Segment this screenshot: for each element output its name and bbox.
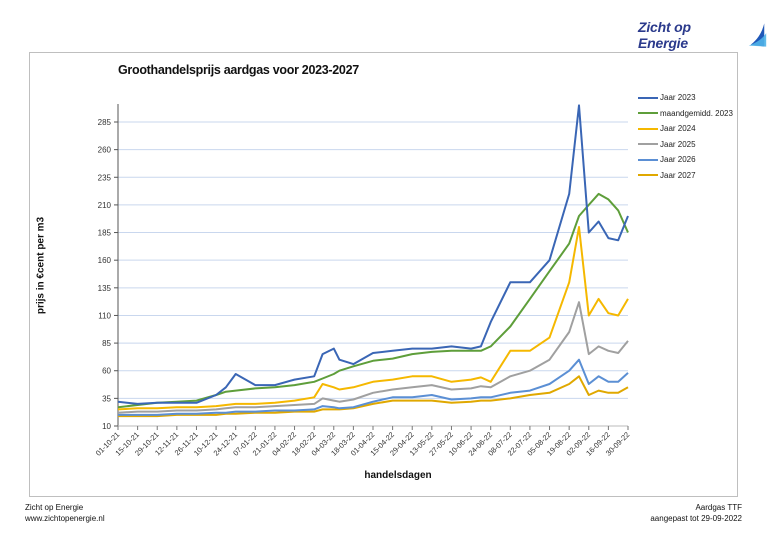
- chart-frame: [29, 52, 738, 497]
- logo-text: Zicht op Energie: [638, 19, 691, 51]
- y-tick-label: 60: [102, 367, 111, 376]
- y-tick-label: 210: [98, 201, 112, 210]
- legend-swatch: [638, 112, 658, 115]
- footer-product: Aardgas TTF: [695, 503, 742, 512]
- legend-swatch: [638, 158, 658, 161]
- legend-label: Jaar 2025: [660, 139, 696, 149]
- legend-label: Jaar 2027: [660, 170, 696, 180]
- y-tick-label: 235: [98, 173, 112, 182]
- legend-label: Jaar 2026: [660, 155, 696, 165]
- y-tick-label: 10: [102, 422, 111, 431]
- y-tick-label: 85: [102, 339, 111, 348]
- legend-label: Jaar 2024: [660, 124, 696, 134]
- legend-swatch: [638, 96, 658, 99]
- legend-item: Jaar 2024: [638, 121, 733, 137]
- legend-label: maandgemidd. 2023: [660, 108, 733, 118]
- legend-item: Jaar 2027: [638, 168, 733, 184]
- y-tick-label: 160: [98, 256, 112, 265]
- legend-item: Jaar 2025: [638, 137, 733, 153]
- series-line-jaar-2026: [118, 358, 629, 416]
- footer-website[interactable]: www.zichtopenergie.nl: [25, 514, 105, 523]
- footer-right: Aardgas TTF aangepast tot 29-09-2022: [650, 502, 742, 524]
- legend-label: Jaar 2023: [660, 93, 696, 103]
- series-line-jaar-2027: [118, 375, 629, 418]
- footer-left: Zicht op Energie www.zichtopenergie.nl: [25, 502, 105, 524]
- legend-swatch: [638, 143, 658, 146]
- y-tick-label: 110: [98, 311, 111, 320]
- y-tick-label: 135: [98, 284, 112, 293]
- footer-updated: aangepast tot 29-09-2022: [650, 514, 742, 523]
- y-tick-label: 185: [98, 229, 112, 238]
- legend-swatch: [638, 127, 658, 130]
- legend-swatch: [638, 174, 658, 177]
- chart-title: Groothandelsprijs aardgas voor 2023-2027: [118, 63, 359, 77]
- series-line-jaar-2024: [117, 226, 629, 411]
- brand-logo: Zicht op Energie: [638, 19, 768, 51]
- legend-item: Jaar 2023: [638, 90, 733, 106]
- y-tick-label: 260: [98, 146, 112, 155]
- x-axis-label: handelsdagen: [364, 470, 432, 481]
- footer-company: Zicht op Energie: [25, 503, 84, 512]
- series-line-jaar-2025: [117, 301, 629, 414]
- sail-icon: [748, 23, 767, 47]
- series-line-maandgemidd-2023: [117, 192, 629, 409]
- legend-item: maandgemidd. 2023: [638, 106, 733, 122]
- y-tick-label: 285: [98, 118, 112, 127]
- legend-item: Jaar 2026: [638, 152, 733, 168]
- series-line-jaar-2023: [117, 104, 629, 405]
- y-tick-label: 35: [102, 394, 111, 403]
- legend: Jaar 2023 maandgemidd. 2023 Jaar 2024 Jaar …: [638, 90, 733, 183]
